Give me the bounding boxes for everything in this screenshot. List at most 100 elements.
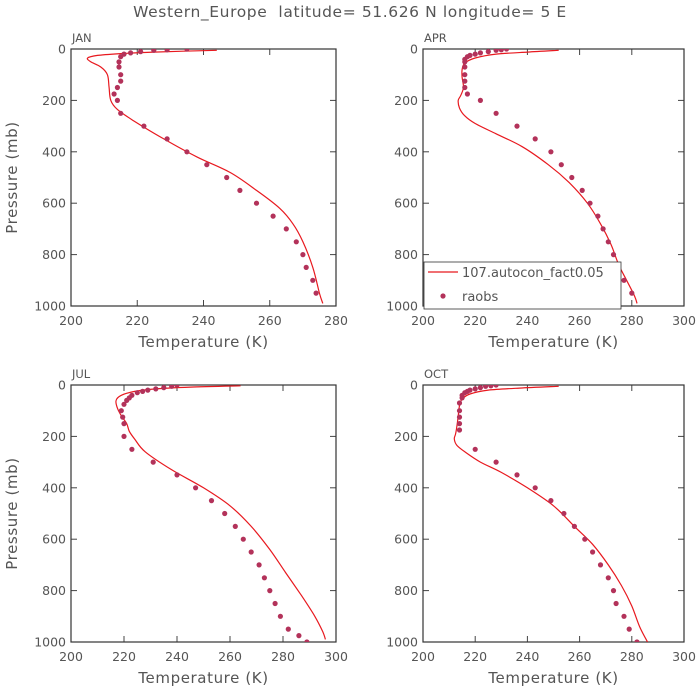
x-tick-label: 220: [125, 313, 149, 328]
obs-point: [121, 401, 127, 407]
obs-point: [296, 633, 302, 639]
obs-point: [548, 498, 554, 504]
obs-point: [272, 600, 278, 607]
data-area: [453, 385, 649, 642]
obs-point: [462, 64, 468, 70]
obs-point: [114, 97, 120, 103]
obs-point: [293, 239, 299, 245]
obs-point: [626, 626, 632, 632]
y-tick-label: 600: [42, 196, 66, 211]
x-tick-label: 280: [271, 649, 295, 664]
legend-marker-swatch: [440, 293, 446, 299]
obs-point: [204, 162, 210, 168]
obs-point: [118, 72, 124, 78]
obs-point: [472, 386, 478, 392]
obs-point: [151, 49, 157, 53]
obs-point: [493, 110, 499, 116]
obs-point: [270, 213, 276, 219]
y-tick-label: 0: [58, 42, 66, 57]
data-area: [115, 385, 326, 642]
x-tick-label: 200: [59, 313, 83, 328]
x-tick-label: 300: [672, 649, 696, 664]
obs-point: [605, 575, 611, 581]
obs-point: [472, 446, 478, 452]
obs-point: [111, 91, 117, 97]
obs-point: [493, 459, 499, 465]
legend-label-model: 107.autocon_fact0.05: [462, 266, 604, 281]
obs-point: [548, 149, 554, 155]
obs-point: [462, 72, 468, 78]
obs-point: [256, 562, 262, 568]
obs-point: [610, 588, 617, 594]
obs-point: [118, 54, 124, 60]
data-area: [457, 49, 638, 304]
obs-point: [150, 459, 156, 465]
obs-point: [285, 626, 291, 632]
y-axis-label: Pressure (mb): [3, 457, 21, 569]
x-tick-label: 220: [463, 313, 487, 328]
x-tick-label: 260: [568, 313, 592, 328]
obs-point: [248, 549, 254, 555]
obs-point: [605, 239, 611, 245]
obs-point: [261, 575, 267, 581]
obs-point: [141, 123, 147, 129]
obs-point: [118, 110, 124, 116]
legend-box: [423, 261, 622, 310]
obs-point: [629, 290, 635, 296]
obs-point: [472, 51, 478, 57]
obs-point: [582, 536, 588, 542]
obs-point: [488, 385, 494, 389]
obs-point: [621, 613, 627, 619]
obs-point: [237, 187, 243, 193]
obs-point: [208, 498, 215, 504]
obs-point: [456, 414, 463, 420]
obs-point: [590, 549, 596, 555]
x-tick-label: 220: [463, 649, 487, 664]
x-axis-label: Temperature (K): [137, 669, 268, 687]
obs-point: [120, 414, 126, 420]
obs-point: [634, 639, 640, 642]
y-tick-label: 600: [394, 532, 418, 547]
obs-point: [493, 385, 499, 388]
y-tick-label: 400: [394, 144, 418, 159]
obs-point: [164, 49, 170, 53]
obs-point: [116, 64, 122, 70]
obs-point: [184, 49, 190, 52]
obs-point: [116, 59, 122, 65]
y-tick-label: 600: [42, 532, 66, 547]
obs-point: [300, 252, 306, 258]
obs-point: [571, 523, 578, 530]
plot-frame: [70, 48, 337, 307]
x-tick-label: 240: [192, 313, 216, 328]
obs-point: [514, 472, 520, 478]
obs-point: [240, 536, 246, 542]
panel-title: APR: [424, 31, 447, 45]
x-tick-label: 240: [165, 649, 189, 664]
obs-point: [161, 385, 167, 391]
y-tick-label: 800: [42, 247, 66, 262]
panel-title: OCT: [424, 367, 449, 381]
x-tick-label: 240: [515, 313, 539, 328]
obs-point: [253, 200, 260, 206]
obs-point: [310, 277, 316, 283]
obs-point: [153, 386, 159, 392]
obs-point: [145, 387, 151, 393]
obs-point: [138, 49, 144, 55]
x-tick-label: 280: [620, 649, 644, 664]
obs-point: [456, 408, 463, 414]
obs-point: [267, 588, 273, 594]
y-tick-label: 800: [394, 583, 418, 598]
obs-point: [613, 600, 619, 607]
x-tick-label: 260: [218, 649, 242, 664]
data-area: [86, 49, 324, 304]
obs-point: [224, 174, 230, 181]
obs-point: [118, 78, 124, 84]
x-tick-label: 260: [568, 649, 592, 664]
obs-point: [610, 252, 617, 258]
figure-title: Western_Europe latitude= 51.626 N longit…: [133, 3, 567, 21]
obs-point: [283, 226, 289, 232]
obs-point: [503, 49, 510, 52]
obs-point: [514, 123, 520, 129]
obs-point: [121, 421, 127, 427]
legend-label-obs: raobs: [462, 290, 499, 305]
